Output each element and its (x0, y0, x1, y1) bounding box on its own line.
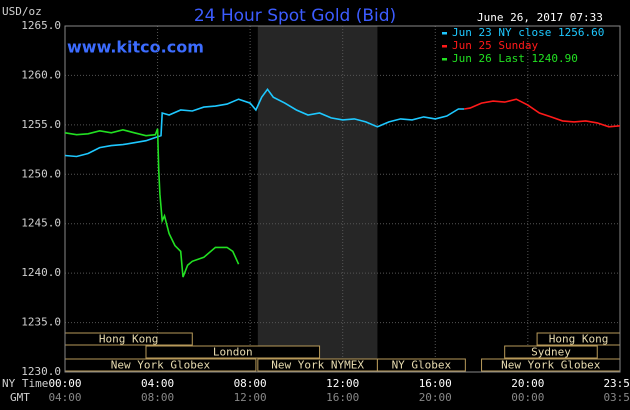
gmt-tick-label: 16:00 (326, 391, 359, 404)
legend-swatch (442, 45, 447, 48)
legend-entry: Jun 26 Last 1240.90 (452, 52, 578, 65)
chart-title: 24 Hour Spot Gold (Bid) (194, 6, 396, 26)
y-tick-label: 1240.0 (21, 266, 61, 279)
gmt-tick-label: 04:00 (48, 391, 81, 404)
legend-entry: Jun 25 Sunday (452, 39, 538, 52)
gmt-tick-label: 00:00 (511, 391, 544, 404)
y-tick-label: 1245.0 (21, 217, 61, 230)
y-tick-label: 1265.0 (21, 19, 61, 32)
session-bar (376, 358, 466, 372)
gmt-tick-label: 20:00 (419, 391, 452, 404)
timestamp: June 26, 2017 07:33 (477, 11, 603, 24)
session-label: London (213, 346, 253, 359)
gmt-tick-label: 08:00 (141, 391, 174, 404)
legend-entry: Jun 23 NY close 1256.60 (452, 26, 604, 39)
x-row-label: GMT (10, 391, 30, 404)
gmt-tick-label: 12:00 (234, 391, 267, 404)
session-label: Hong Kong (99, 333, 159, 346)
y-axis-label: USD/oz (2, 5, 42, 18)
x-tick-label: 04:00 (141, 377, 174, 390)
y-tick-label: 1260.0 (21, 68, 61, 81)
gmt-tick-label: 03:59 (603, 391, 630, 404)
x-tick-label: 08:00 (234, 377, 267, 390)
series-line (64, 87, 465, 158)
session-label: NY Globex (392, 359, 452, 372)
x-tick-label: 12:00 (326, 377, 359, 390)
highlight-band (257, 26, 378, 372)
series-line (64, 128, 240, 278)
x-row-label: NY Time (2, 377, 48, 390)
legend-swatch (442, 58, 447, 61)
legend-swatch (442, 32, 447, 35)
session-label: New York Globex (111, 359, 211, 372)
y-tick-label: 1255.0 (21, 118, 61, 131)
x-tick-label: 20:00 (511, 377, 544, 390)
x-tick-label: 16:00 (419, 377, 452, 390)
plot-frame (64, 25, 621, 373)
subtitle: www.kitco.com (67, 38, 204, 57)
x-tick-label: 00:00 (48, 377, 81, 390)
session-bar (504, 345, 598, 359)
session-label: Sydney (531, 346, 571, 359)
y-tick-label: 1235.0 (21, 316, 61, 329)
x-tick-label: 23:59 (603, 377, 630, 390)
session-label: Hong Kong (549, 333, 609, 346)
y-tick-label: 1230.0 (21, 365, 61, 378)
y-tick-label: 1250.0 (21, 167, 61, 180)
series-line (464, 98, 621, 128)
session-bar (145, 345, 321, 359)
session-label: New York Globex (501, 359, 601, 372)
session-label: New York NYMEX (271, 359, 364, 372)
